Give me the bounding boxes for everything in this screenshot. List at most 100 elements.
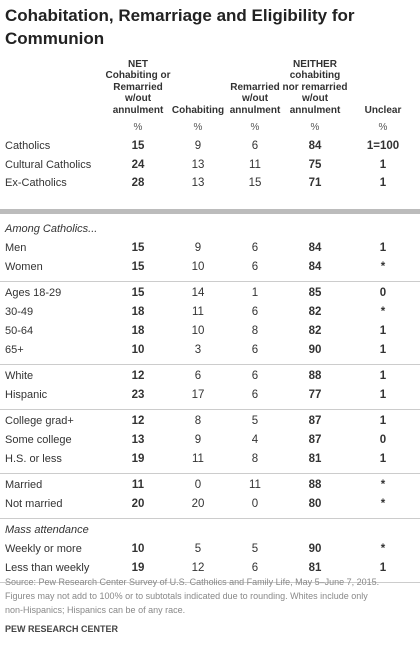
cell: 77 [308, 388, 322, 401]
cell: 6 [251, 260, 259, 273]
cell: 5 [251, 414, 259, 427]
cell: 1 [379, 343, 387, 356]
section-heading: Mass attendance [5, 523, 89, 536]
cell: 6 [251, 561, 259, 574]
column-header: Remarried [113, 81, 163, 93]
cell: 23 [131, 388, 145, 401]
unit-label: % [250, 122, 260, 133]
column-header: annulment [229, 104, 281, 116]
cell: 18 [131, 305, 145, 318]
cell: 9 [194, 433, 202, 446]
row-label: Less than weekly [5, 561, 90, 574]
cell: 18 [131, 324, 145, 337]
separator [0, 408, 420, 410]
separator [0, 517, 420, 519]
note: Figures may not add to 100% or to subtot… [5, 591, 368, 601]
cell: 4 [251, 433, 259, 446]
cell: * [380, 542, 386, 555]
unit-label: % [133, 122, 143, 133]
row-label: 30-49 [5, 305, 34, 318]
cell: 0 [251, 497, 259, 510]
column-header: Remarried [230, 81, 280, 93]
cell: 19 [131, 452, 145, 465]
section-heading: Among Catholics... [5, 222, 98, 235]
cell: 80 [308, 497, 322, 510]
cell: 10 [131, 542, 145, 555]
cell: 6 [251, 305, 259, 318]
row-label: Cultural Catholics [5, 158, 92, 171]
cell: 87 [308, 414, 322, 427]
column-header: NEITHER [293, 58, 337, 70]
cell: 0 [379, 433, 387, 446]
cell: 8 [251, 452, 259, 465]
cell: 90 [308, 343, 322, 356]
cell: 6 [251, 343, 259, 356]
cell: 28 [131, 177, 145, 189]
row-label: 50-64 [5, 324, 34, 337]
cell: 12 [131, 414, 145, 427]
cell: 3 [194, 343, 202, 356]
cell: 13 [191, 158, 205, 171]
cell: 1 [379, 414, 387, 427]
cell: 1 [379, 452, 387, 465]
cell: 1 [251, 286, 259, 299]
row-label: 65+ [5, 343, 24, 356]
cell: 14 [191, 286, 205, 299]
cell: 6 [251, 241, 259, 254]
cell: 11 [192, 305, 204, 318]
cell: * [380, 478, 386, 491]
column-header: NET [128, 58, 148, 70]
cell: 10 [191, 260, 205, 273]
note: non-Hispanics; Hispanics can be of any r… [5, 605, 186, 615]
cell: 84 [308, 140, 322, 152]
cell: 90 [308, 542, 322, 555]
cell: 19 [131, 561, 145, 574]
column-header: nor remarried [282, 81, 348, 93]
row-label: Some college [5, 433, 72, 446]
cell: 84 [308, 241, 322, 254]
cell: 81 [308, 452, 322, 465]
row-label: H.S. or less [5, 452, 62, 465]
cell: 9 [194, 241, 202, 254]
unit-label: % [193, 122, 203, 133]
cell: 6 [251, 388, 259, 401]
column-header: w/out [241, 93, 269, 104]
cell: 75 [308, 158, 322, 171]
cell: 5 [194, 542, 202, 555]
title: Cohabitation, Remarriage and Eligibility… [5, 6, 355, 48]
footer: PEW RESEARCH CENTER [5, 624, 119, 634]
unit-label: % [378, 122, 388, 133]
cell: 1 [379, 324, 387, 337]
cell: 1 [379, 388, 387, 401]
cell: 17 [191, 388, 205, 401]
unit-label: % [310, 122, 320, 133]
cell: 11 [249, 158, 261, 171]
cell: 87 [308, 433, 322, 446]
row-label: Ex-Catholics [5, 177, 67, 189]
section-divider [0, 208, 420, 214]
row-label: Men [5, 241, 27, 254]
row-label: Women [5, 260, 43, 273]
row-label: Hispanic [5, 388, 48, 401]
cell: * [380, 260, 386, 273]
column-header: w/out [124, 93, 152, 104]
cell: 85 [308, 286, 322, 299]
cell: 6 [194, 369, 202, 382]
cell: 82 [308, 324, 322, 337]
cell: 71 [308, 177, 322, 189]
separator [0, 472, 420, 474]
row-label: White [5, 369, 34, 382]
cell: 15 [131, 241, 145, 254]
cell: 24 [131, 158, 145, 171]
row-label: Weekly or more [5, 542, 82, 555]
cell: 6 [251, 369, 259, 382]
cell: 0 [194, 478, 202, 491]
cell: 0 [379, 286, 387, 299]
cell: 15 [131, 260, 145, 273]
separator [0, 581, 420, 583]
cell: 81 [308, 561, 322, 574]
row-label: Ages 18-29 [5, 286, 62, 299]
cell: 13 [131, 433, 145, 446]
separator [0, 280, 420, 282]
